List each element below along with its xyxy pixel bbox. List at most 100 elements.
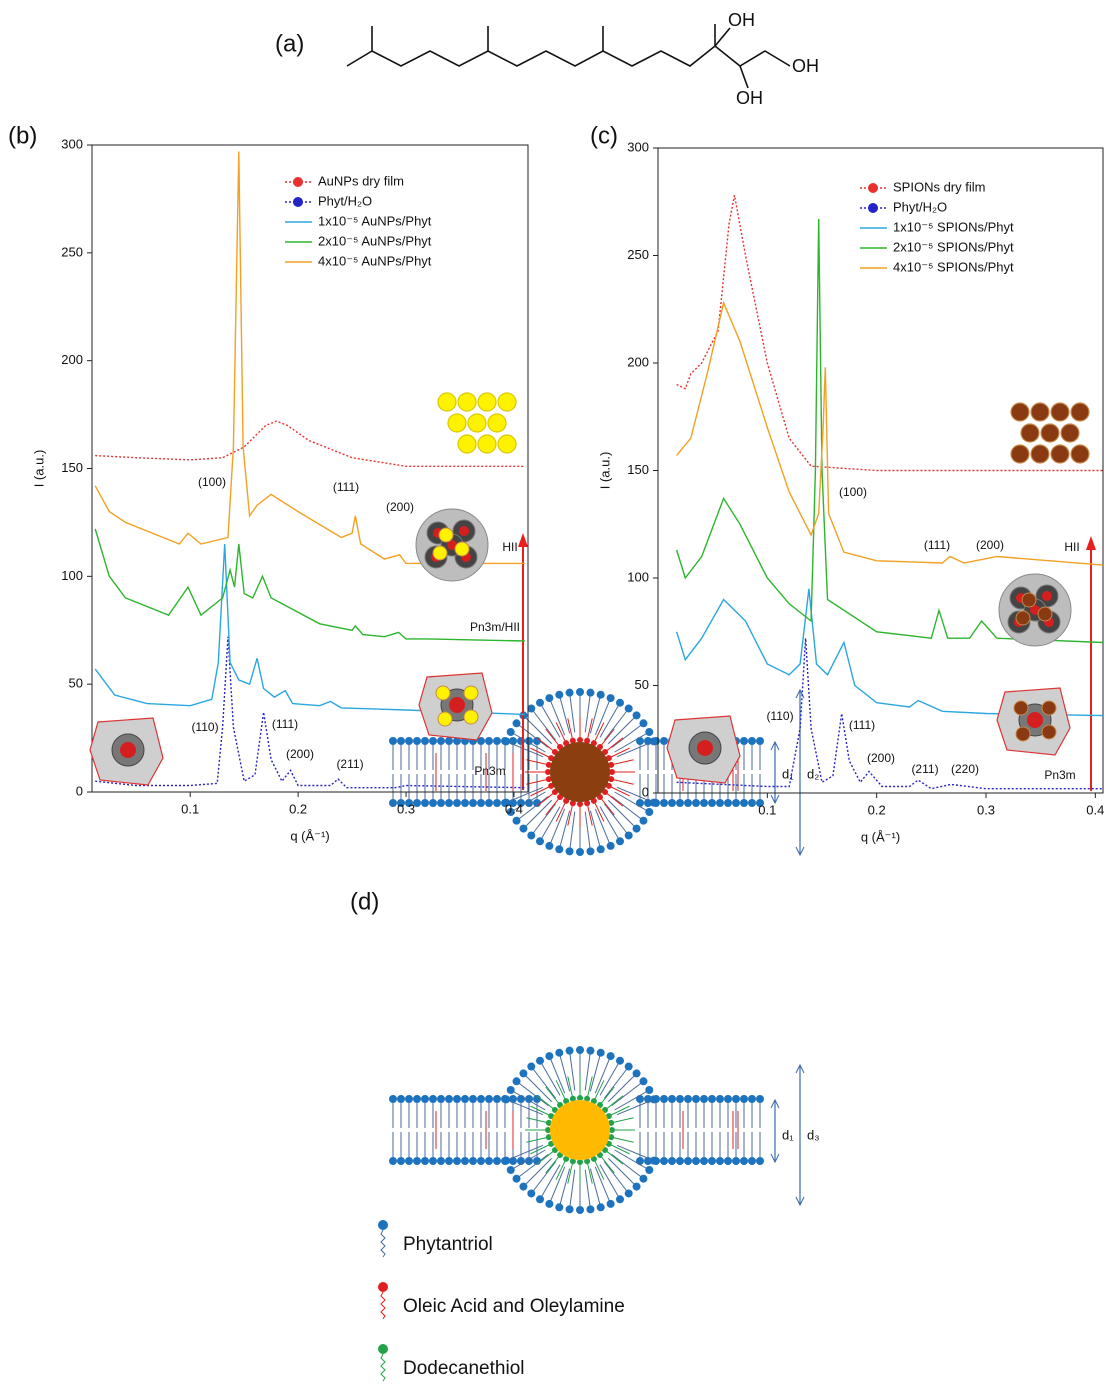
- lipid-head: [586, 689, 594, 697]
- lipid-head: [756, 1157, 764, 1165]
- y-tick-label: 300: [61, 136, 83, 151]
- lipid-head: [676, 799, 684, 807]
- ligand-chain: [611, 779, 633, 784]
- lipid-head: [625, 1063, 633, 1071]
- radial-lipid: [570, 1170, 575, 1208]
- y-tick-label: 250: [61, 244, 83, 259]
- annotation: HII: [502, 540, 517, 554]
- nanoparticle: [438, 712, 452, 726]
- lipid-head: [437, 799, 445, 807]
- ligand-chain: [600, 1155, 614, 1173]
- lipid-head: [461, 1095, 469, 1103]
- y-tick-label: 0: [76, 783, 83, 798]
- annotation: (200): [386, 500, 414, 514]
- y-axis-label: I (a.u.): [597, 452, 612, 490]
- nanoparticle: [1042, 701, 1056, 715]
- carbon-chain: [347, 46, 790, 66]
- radial-lipid: [541, 704, 560, 737]
- nanoparticle: [1021, 424, 1039, 442]
- hydroxyl-label: OH: [792, 56, 819, 76]
- lipid-head: [405, 1095, 413, 1103]
- lipid-head: [397, 1157, 405, 1165]
- nanoparticle: [1016, 727, 1030, 741]
- radial-lipid: [600, 807, 619, 840]
- lipid-head: [545, 842, 553, 850]
- lipid-head: [545, 1200, 553, 1208]
- lipid-head: [708, 1157, 716, 1165]
- dimension-label: d₃: [807, 1127, 820, 1142]
- lipid-head: [513, 1175, 521, 1183]
- radial-lipid: [541, 1062, 560, 1095]
- annotation: (220): [951, 762, 979, 776]
- ligand-chain: [526, 760, 548, 765]
- lipid-head: [405, 737, 413, 745]
- nanoparticle: [1042, 725, 1056, 739]
- annotation: (110): [766, 709, 793, 723]
- lipid-head: [724, 1095, 732, 1103]
- legend-label: Phyt/H₂O: [893, 199, 947, 214]
- lipid-head: [660, 737, 668, 745]
- lipid-head: [607, 1052, 615, 1060]
- lipid-head: [421, 1157, 429, 1165]
- legend-tail: [381, 1230, 385, 1257]
- lipid-head: [519, 825, 527, 833]
- lipid-head: [507, 728, 515, 736]
- lipid-head: [397, 737, 405, 745]
- lipid-head: [660, 1095, 668, 1103]
- ligand-chain: [605, 1150, 623, 1164]
- lipid-head: [692, 799, 700, 807]
- lipid-head: [633, 711, 641, 719]
- lipid-head: [633, 1069, 641, 1077]
- phase-arrowhead: [518, 533, 528, 547]
- lipid-head: [756, 737, 764, 745]
- x-tick-label: 0.4: [505, 801, 523, 816]
- lipid-head: [453, 1157, 461, 1165]
- lipid-head: [536, 1195, 544, 1203]
- lipid-head: [555, 691, 563, 699]
- lipid-head: [625, 831, 633, 839]
- micelle-core: [459, 526, 469, 536]
- legend-label: AuNPs dry film: [318, 173, 404, 188]
- lipid-head: [429, 737, 437, 745]
- y-tick-label: 100: [627, 569, 649, 584]
- lipid-head: [597, 1203, 605, 1211]
- lipid-head: [645, 808, 653, 816]
- lipid-head: [545, 1052, 553, 1060]
- lipid-head: [616, 1195, 624, 1203]
- lipid-head: [389, 1157, 397, 1165]
- lipid-head: [597, 691, 605, 699]
- radial-lipid: [617, 1100, 652, 1115]
- lipid-head: [389, 1095, 397, 1103]
- annotation: (200): [867, 751, 895, 765]
- lipid-head: [485, 1157, 493, 1165]
- lipid-head: [536, 1057, 544, 1065]
- dimension-label: d₂: [807, 766, 819, 781]
- nanoparticle: [438, 393, 456, 411]
- nanoparticle: [1031, 403, 1049, 421]
- ligand-chain: [611, 760, 633, 765]
- lipid-head: [421, 1095, 429, 1103]
- lipid-head: [748, 737, 756, 745]
- annotation: Pn3m: [474, 764, 505, 778]
- lipid-head: [413, 1157, 421, 1165]
- cubic-core: [1027, 712, 1043, 728]
- radial-lipid: [600, 1062, 619, 1095]
- x-tick-label: 0.2: [868, 802, 886, 817]
- lipid-head: [527, 1063, 535, 1071]
- lipid-head: [477, 799, 485, 807]
- ligand-chain: [526, 779, 548, 784]
- lipid-head: [507, 1166, 515, 1174]
- annotation: (211): [911, 762, 938, 776]
- legend-label: 2x10⁻⁵ SPIONs/Phyt: [893, 239, 1014, 254]
- y-tick-label: 300: [627, 139, 649, 154]
- ligand-chain: [546, 797, 560, 815]
- lipid-head: [586, 1205, 594, 1213]
- panel-label: (a): [275, 30, 304, 57]
- lipid-head: [660, 799, 668, 807]
- lipid-head: [545, 694, 553, 702]
- nanoparticle: [455, 542, 469, 556]
- lipid-head: [493, 737, 501, 745]
- lipid-head: [485, 1095, 493, 1103]
- lipid-head: [692, 1095, 700, 1103]
- nanoparticle: [498, 435, 516, 453]
